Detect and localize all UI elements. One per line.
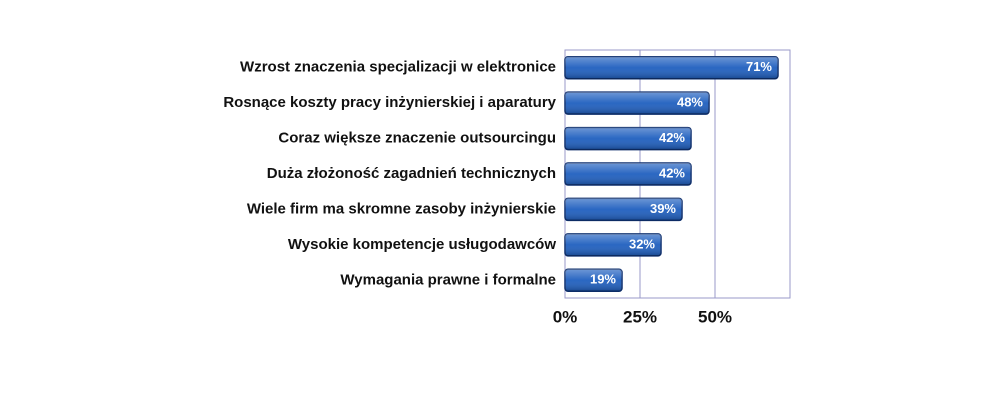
y-tick-label: Coraz większe znaczenie outsourcingu [278,130,556,147]
value-label: 42% [659,130,685,145]
value-label: 42% [659,165,685,180]
y-tick-label: Duża złożoność zagadnień technicznych [267,165,556,182]
value-label: 32% [629,236,655,251]
value-label: 39% [650,201,676,216]
x-tick-label: 25% [623,307,657,326]
y-tick-label: Wysokie kompetencje usługodawców [288,236,556,253]
y-tick-label: Wzrost znaczenia specjalizacji w elektro… [240,59,556,76]
x-tick-label: 0% [553,307,578,326]
y-tick-label: Wymagania prawne i formalne [340,271,556,288]
value-label: 71% [746,59,772,74]
x-tick-label: 50% [698,307,732,326]
value-label: 48% [677,95,703,110]
y-tick-label: Rosnące koszty pracy inżynierskiej i apa… [223,94,556,111]
value-label: 19% [590,272,616,287]
y-tick-label: Wiele firm ma skromne zasoby inżynierski… [247,200,556,217]
